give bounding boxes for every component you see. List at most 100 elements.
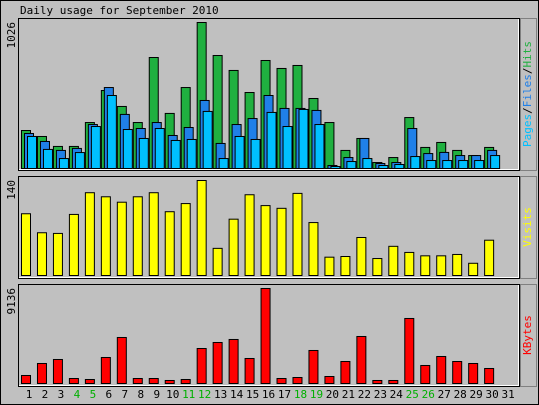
bar — [84, 378, 95, 385]
legend-separator: / — [521, 107, 534, 114]
legend-entry: Visits — [521, 207, 534, 247]
bar — [468, 262, 479, 276]
bar — [202, 110, 213, 169]
bar — [484, 239, 495, 276]
bar — [84, 192, 95, 276]
bar — [420, 255, 431, 276]
x-tick-label: 15 — [246, 388, 259, 401]
x-tick-label: 17 — [278, 388, 291, 401]
legend: Visits — [521, 207, 534, 247]
bar — [426, 160, 437, 169]
bar — [74, 152, 85, 169]
bar — [452, 360, 463, 385]
y-tick-label: 9136 — [5, 288, 18, 315]
x-tick-label: 9 — [153, 388, 160, 401]
bar — [308, 222, 319, 276]
bar — [132, 196, 143, 277]
bar — [260, 288, 271, 384]
legend: Pages/Files/Hits — [521, 41, 534, 147]
x-tick-label: 8 — [137, 388, 144, 401]
bar — [404, 251, 415, 277]
bar — [324, 122, 335, 170]
x-tick-label: 2 — [42, 388, 49, 401]
bar — [292, 192, 303, 276]
x-tick-label: 14 — [230, 388, 244, 401]
bar — [164, 379, 175, 384]
bar — [308, 349, 319, 385]
bar — [27, 135, 37, 169]
bar — [356, 237, 367, 276]
x-tick-label: 11 — [182, 388, 195, 401]
bar — [122, 129, 133, 170]
x-tick-label: 28 — [454, 388, 467, 401]
bar — [52, 358, 63, 385]
x-tick-label: 4 — [74, 388, 81, 401]
bar — [196, 347, 207, 384]
bar — [276, 377, 287, 384]
bar — [282, 126, 293, 169]
y-tick-label: 140 — [5, 180, 18, 200]
legend-entry: Pages — [521, 114, 534, 147]
bar — [196, 180, 207, 276]
bar — [180, 378, 191, 385]
bar — [410, 156, 421, 169]
bar — [116, 201, 127, 276]
bar — [154, 128, 165, 169]
legend-box — [520, 176, 537, 279]
bar — [330, 166, 341, 169]
x-tick-label: 24 — [390, 388, 404, 401]
x-tick-label: 16 — [262, 388, 275, 401]
bar — [212, 247, 223, 277]
x-tick-label: 26 — [422, 388, 435, 401]
bar — [442, 160, 453, 169]
bar — [340, 256, 351, 276]
bar — [458, 160, 469, 169]
bar — [170, 139, 181, 169]
bar — [340, 360, 351, 385]
bar — [292, 377, 303, 385]
legend-box — [520, 284, 537, 387]
legend-entry: Hits — [521, 41, 534, 68]
x-tick-label: 31 — [501, 388, 514, 401]
x-tick-label: 6 — [106, 388, 113, 401]
bar — [324, 376, 335, 385]
bar — [388, 379, 399, 384]
x-tick-label: 1 — [26, 388, 33, 401]
bar — [372, 379, 383, 384]
bar — [148, 377, 159, 384]
bar — [452, 253, 463, 276]
bar — [212, 341, 223, 384]
bar — [58, 158, 69, 169]
y-tick-label: 1026 — [5, 22, 18, 49]
bar — [21, 374, 31, 385]
x-tick-label: 19 — [310, 388, 323, 401]
x-tick-label: 18 — [294, 388, 307, 401]
x-tick-label: 23 — [374, 388, 387, 401]
bar — [378, 165, 389, 170]
bar — [21, 213, 31, 276]
bar — [138, 137, 149, 169]
x-tick-label: 30 — [486, 388, 499, 401]
bar — [36, 232, 47, 276]
x-tick-label: 7 — [122, 388, 129, 401]
x-tick-label: 25 — [406, 388, 419, 401]
bar — [218, 158, 229, 169]
bar — [356, 335, 367, 385]
bar — [250, 138, 261, 170]
x-tick-label: 27 — [438, 388, 451, 401]
bar — [234, 135, 245, 169]
bar — [362, 158, 373, 169]
bar — [90, 126, 101, 169]
x-tick-label: 29 — [470, 388, 483, 401]
bar — [404, 317, 415, 385]
legend-separator: / — [521, 68, 534, 75]
bar — [436, 255, 447, 276]
bar — [36, 362, 47, 385]
bar — [474, 160, 485, 169]
bar — [490, 155, 501, 170]
bar — [420, 364, 431, 384]
legend: KBytes — [521, 315, 534, 355]
bar — [180, 203, 191, 276]
bar — [324, 256, 335, 276]
